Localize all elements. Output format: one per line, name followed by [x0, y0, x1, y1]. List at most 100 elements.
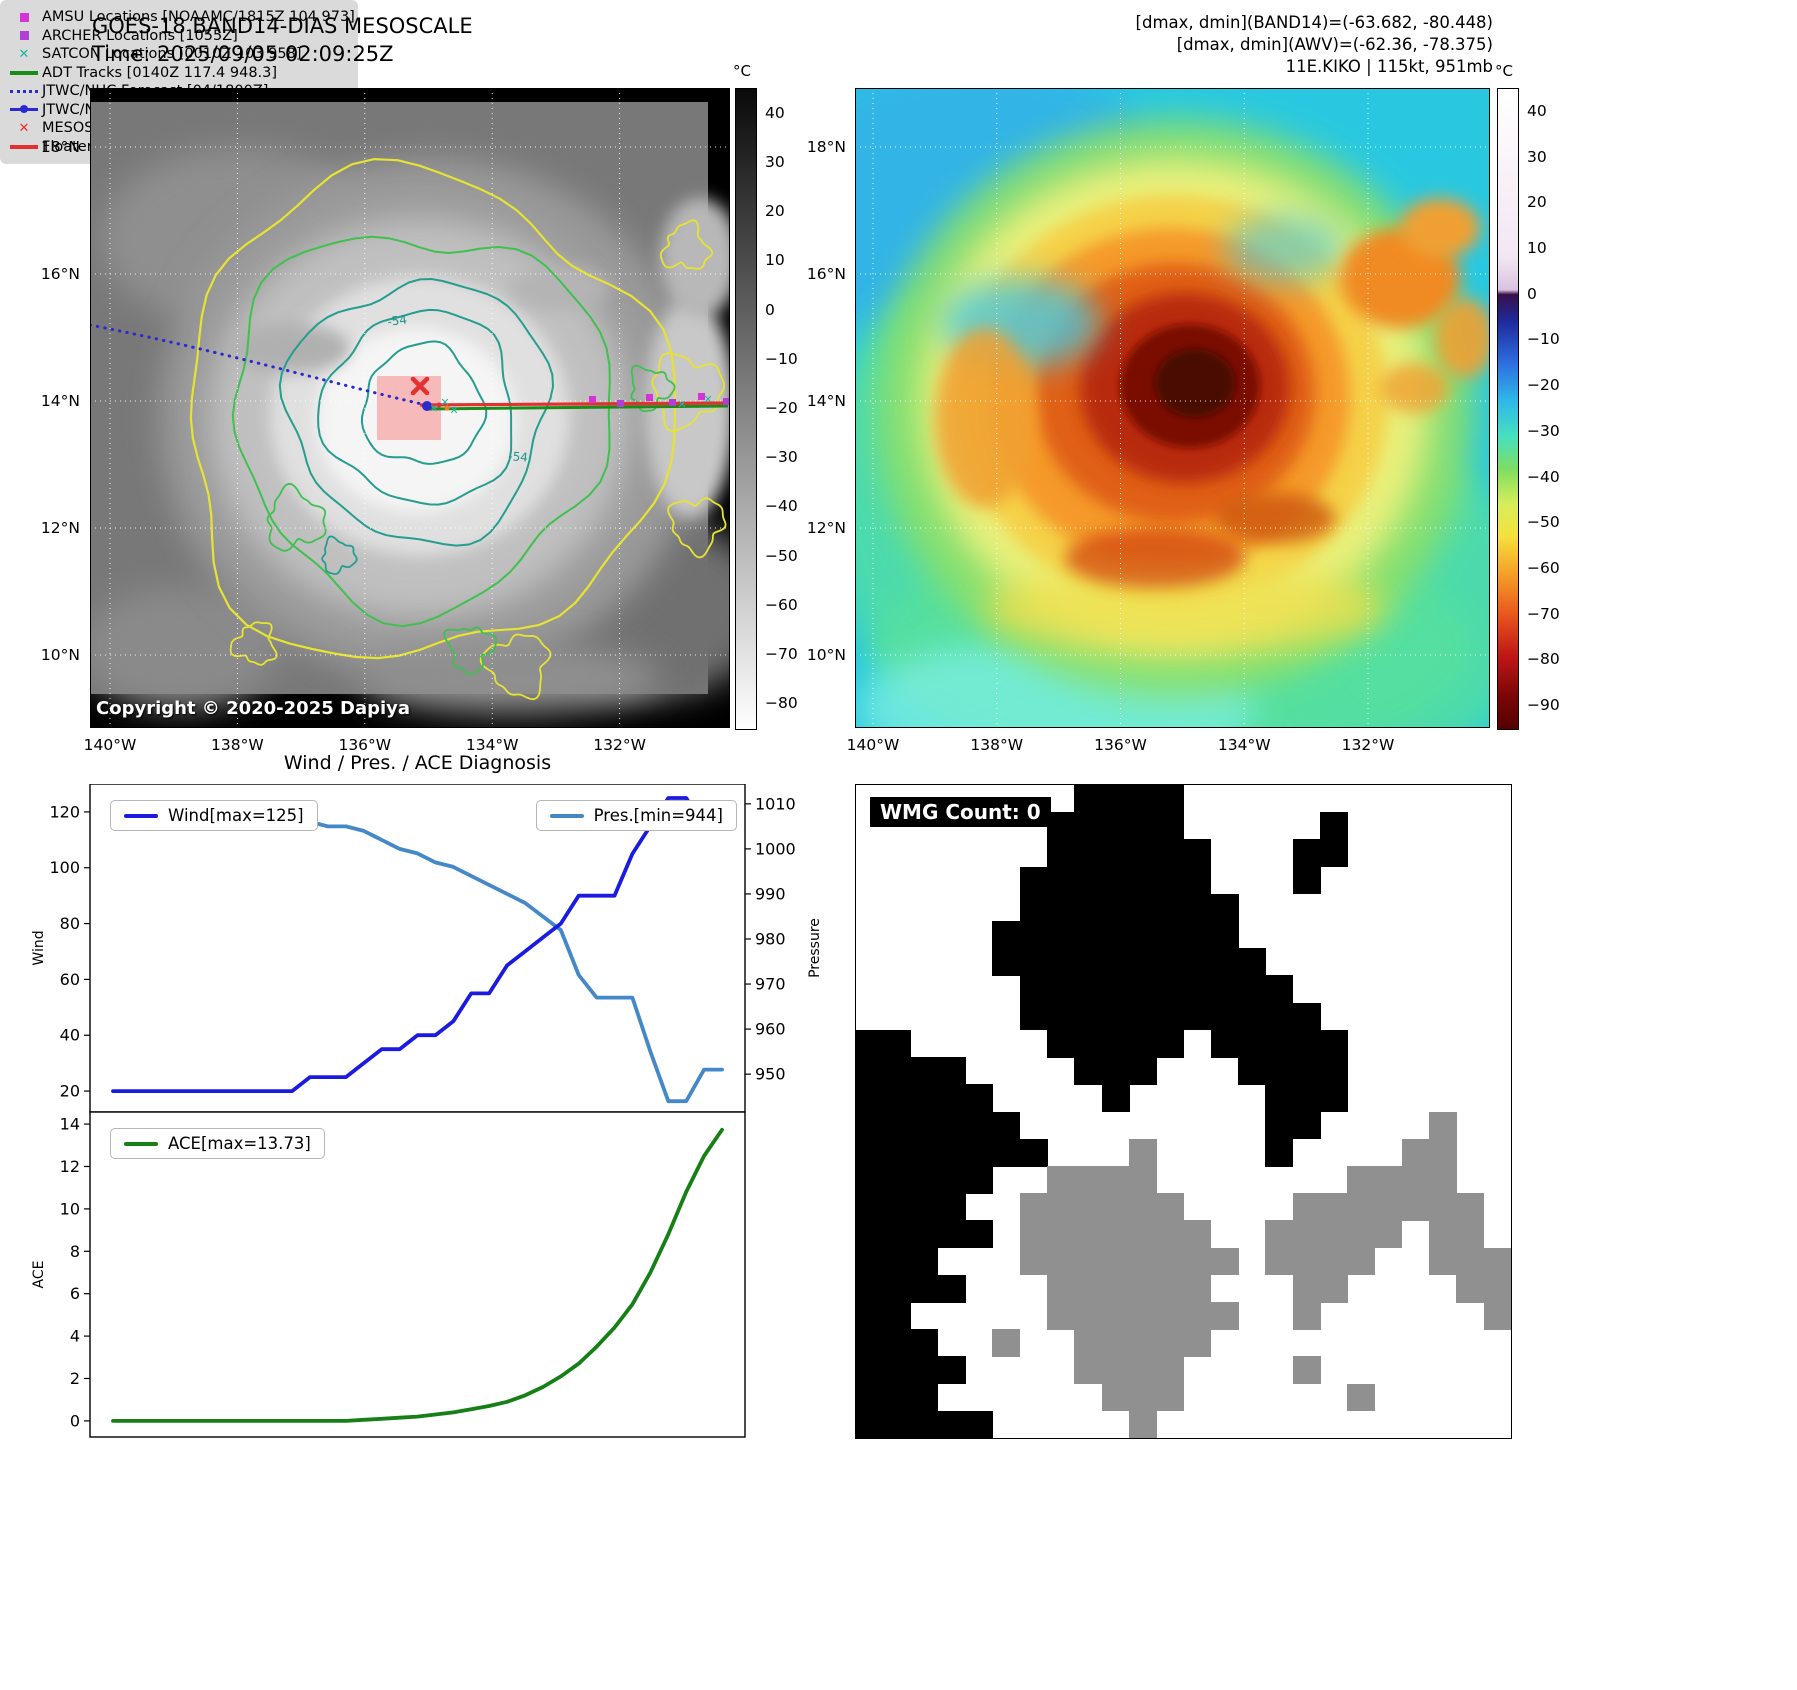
axis-tick-label: 18°N: [40, 138, 80, 156]
axis-tick-label: 16°N: [40, 265, 80, 283]
wmg-black-cell: [856, 1111, 884, 1140]
svg-text:970: 970: [755, 975, 786, 994]
wmg-black-cell: [1183, 893, 1212, 922]
wmg-black-cell: [1128, 893, 1157, 922]
wmg-black-cell: [1074, 812, 1103, 840]
wmg-gray-cell: [1456, 1193, 1485, 1221]
wmg-black-cell: [1101, 839, 1130, 868]
svg-text:20: 20: [60, 1082, 80, 1101]
wmg-gray-cell: [1265, 1247, 1294, 1276]
svg-text:Pressure: Pressure: [807, 918, 823, 978]
wmg-black-cell: [856, 1029, 884, 1058]
wmg-black-cell: [965, 1165, 994, 1194]
svg-text:✕: ✕: [429, 402, 438, 415]
chart-title: Wind / Pres. / ACE Diagnosis: [283, 752, 552, 774]
axis-tick-label: 20: [1527, 193, 1547, 212]
wmg-gray-cell: [1128, 1165, 1157, 1194]
wmg-black-cell: [856, 1057, 884, 1085]
axis-tick-label: 30: [1527, 147, 1547, 166]
wmg-black-cell: [1265, 975, 1294, 1004]
wmg-gray-cell: [1347, 1193, 1376, 1221]
wmg-black-cell: [883, 1410, 912, 1438]
wmg-gray-cell: [1374, 1193, 1403, 1221]
wmg-gray-cell: [1019, 1193, 1048, 1221]
wmg-black-cell: [937, 1410, 966, 1438]
storm-id-intensity: 11E.KIKO | 115kt, 951mb: [1285, 57, 1493, 76]
wmg-mask-panel: WMG Count: 0: [855, 784, 1512, 1439]
wmg-black-cell: [910, 1356, 939, 1385]
wmg-black-cell: [965, 1138, 994, 1167]
wmg-black-cell: [1238, 1002, 1266, 1031]
svg-text:4: 4: [70, 1327, 80, 1346]
wmg-gray-cell: [1429, 1138, 1458, 1167]
wmg-black-cell: [1128, 1002, 1157, 1031]
axis-tick-label: 10: [1527, 239, 1547, 258]
wmg-black-cell: [1047, 948, 1075, 977]
wmg-mask-image: [856, 785, 1511, 1438]
wmg-black-cell: [1128, 1029, 1157, 1058]
wmg-black-cell: [1128, 785, 1157, 813]
wmg-gray-cell: [1374, 1165, 1403, 1194]
wmg-black-cell: [856, 1220, 884, 1249]
wmg-gray-cell: [1265, 1220, 1294, 1249]
wmg-gray-cell: [1183, 1247, 1212, 1276]
legend-line-dot-marker-icon: [6, 105, 42, 114]
wmg-gray-cell: [1047, 1301, 1075, 1330]
left-map-lon-axis: 140°W 138°W 136°W 134°W 132°W: [84, 732, 730, 756]
track-overlays: ✕ ✕ ✕ ✕ ✕: [90, 323, 730, 440]
axis-tick-label: 10°N: [806, 646, 846, 664]
left-map-lat-axis: 18°N 16°N 14°N 12°N 10°N: [30, 88, 84, 728]
wmg-black-cell: [910, 1057, 939, 1085]
wmg-gray-cell: [1047, 1247, 1075, 1276]
svg-text:1000: 1000: [755, 839, 796, 858]
axis-tick-label: 30: [765, 152, 785, 171]
svg-text:1010: 1010: [755, 794, 796, 813]
wmg-black-cell: [883, 1057, 912, 1085]
wmg-gray-cell: [1156, 1220, 1185, 1249]
wmg-black-cell: [992, 1138, 1021, 1167]
axis-tick-label: −70: [1527, 604, 1560, 623]
wmg-black-cell: [1101, 1057, 1130, 1085]
wmg-gray-cell: [1483, 1247, 1511, 1276]
legend-item-label: ADT Tracks [0140Z 117.4 948.3]: [42, 64, 278, 81]
band14-colorbar: [735, 88, 757, 730]
wmg-gray-cell: [1429, 1165, 1458, 1194]
wmg-gray-cell: [1128, 1193, 1157, 1221]
axis-tick-label: −90: [1527, 696, 1560, 715]
wmg-black-cell: [856, 1193, 884, 1221]
satcon-location-markers: ✕ ✕ ✕ ✕ ✕: [429, 393, 712, 417]
latlon-gridlines: [855, 88, 1490, 728]
wmg-black-cell: [1319, 1029, 1348, 1058]
wmg-gray-cell: [1128, 1138, 1157, 1167]
wmg-black-cell: [965, 1084, 994, 1113]
wmg-gray-cell: [1292, 1220, 1321, 1249]
wmg-black-cell: [1074, 1002, 1103, 1031]
wmg-black-cell: [856, 1329, 884, 1357]
axis-tick-label: −30: [765, 448, 798, 467]
svg-text:10: 10: [60, 1199, 80, 1218]
svg-text:100: 100: [49, 858, 80, 877]
wmg-gray-cell: [1074, 1193, 1103, 1221]
wmg-gray-cell: [1210, 1301, 1239, 1330]
wmg-black-cell: [1128, 921, 1157, 949]
temperature-contours: [189, 158, 727, 701]
wmg-gray-cell: [1401, 1138, 1430, 1167]
wmg-black-cell: [1101, 1002, 1130, 1031]
wmg-gray-cell: [1156, 1329, 1185, 1357]
axis-tick-label: −50: [765, 546, 798, 565]
wmg-gray-cell: [1429, 1193, 1458, 1221]
axis-tick-label: 134°W: [465, 736, 519, 754]
adt-track-line: [425, 404, 729, 411]
wmg-gray-cell: [1156, 1274, 1185, 1303]
wmg-black-cell: [1156, 975, 1185, 1004]
wmg-black-cell: [1074, 866, 1103, 895]
wmg-black-cell: [1319, 839, 1348, 868]
wmg-black-cell: [910, 1138, 939, 1167]
wmg-black-cell: [1265, 1084, 1294, 1113]
wmg-black-cell: [1292, 839, 1321, 868]
wmg-black-cell: [883, 1111, 912, 1140]
wmg-black-cell: [1074, 893, 1103, 922]
svg-text:950: 950: [755, 1065, 786, 1084]
wind-legend-label: Wind[max=125]: [168, 806, 304, 825]
